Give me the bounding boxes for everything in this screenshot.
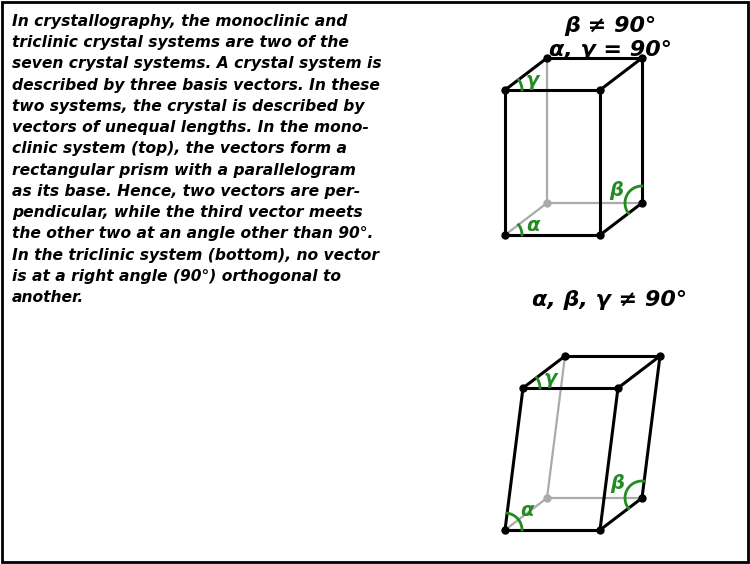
- Text: γ: γ: [526, 71, 539, 90]
- Text: In crystallography, the monoclinic and
triclinic crystal systems are two of the
: In crystallography, the monoclinic and t…: [12, 14, 382, 305]
- Text: β: β: [609, 180, 623, 200]
- Text: γ: γ: [544, 369, 557, 388]
- Text: α: α: [520, 501, 533, 521]
- Text: α, γ = 90°: α, γ = 90°: [548, 40, 671, 60]
- Text: α: α: [526, 216, 539, 235]
- Text: β ≠ 90°: β ≠ 90°: [564, 16, 656, 36]
- Text: α, β, γ ≠ 90°: α, β, γ ≠ 90°: [532, 290, 688, 310]
- Text: β: β: [610, 474, 624, 493]
